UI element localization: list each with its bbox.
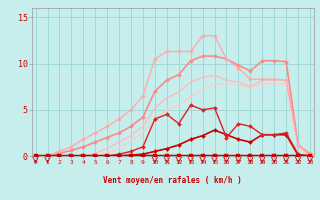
- X-axis label: Vent moyen/en rafales ( km/h ): Vent moyen/en rafales ( km/h ): [103, 176, 242, 185]
